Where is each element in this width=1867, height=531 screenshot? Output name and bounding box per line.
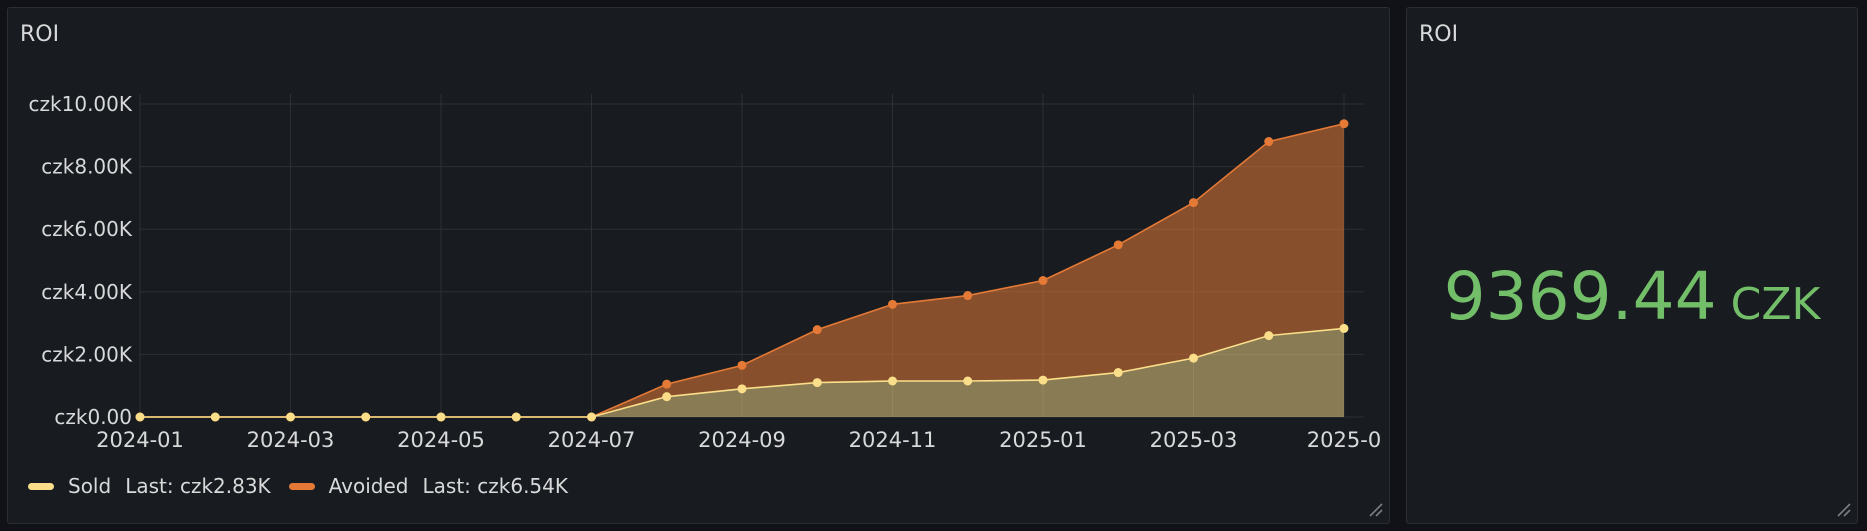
point-sold [737, 384, 747, 394]
x-tick-label: 2024-11 [849, 428, 937, 452]
area-avoided [140, 123, 1344, 418]
y-tick-label: czk0.00 [54, 405, 132, 429]
point-sold [587, 412, 596, 422]
point-sold [662, 392, 672, 402]
point-sold [963, 376, 973, 386]
point-avoided [737, 360, 747, 370]
roi-area-chart: czk0.00 czk2.00K czk4.00K czk6.00K czk8.00K c… [29, 92, 1382, 452]
stat-value: 9369.44 CZK [1407, 258, 1857, 335]
point-sold [210, 412, 220, 422]
point-avoided [1113, 240, 1123, 250]
x-tick-label: 2024-03 [247, 428, 335, 452]
point-sold [135, 412, 145, 422]
chart-legend: Sold Last: czk2.83K Avoided Last: czk6.5… [28, 474, 586, 498]
stat-panel-title[interactable]: ROI [1419, 22, 1459, 47]
roi-stat-panel: ROI 9369.44 CZK [1406, 7, 1858, 524]
x-tick-label: 2024-09 [698, 428, 786, 452]
x-tick-label: 2024-01 [96, 428, 184, 452]
chart-panel-title[interactable]: ROI [20, 22, 60, 47]
legend-swatch-sold [28, 482, 54, 490]
legend-name-sold: Sold [68, 474, 112, 498]
point-avoided [662, 379, 672, 389]
stat-unit: CZK [1730, 279, 1821, 330]
y-tick-label: czk10.00K [29, 92, 133, 116]
legend-last-avoided: Last: czk6.54K [422, 474, 568, 498]
point-avoided [1038, 276, 1048, 286]
y-tick-label: czk4.00K [41, 280, 133, 304]
roi-chart-panel: ROI czk0.00 czk2.00K czk4.00K czk6.00K czk8.… [7, 7, 1390, 524]
resize-handle-icon[interactable] [1833, 499, 1851, 517]
legend-last-sold: Last: czk2.83K [125, 474, 271, 498]
y-tick-label: czk8.00K [41, 155, 133, 179]
point-avoided [1339, 119, 1349, 129]
legend-name-avoided: Avoided [328, 474, 409, 498]
x-tick-label: 2025-01 [999, 428, 1087, 452]
x-tick-label: 2025-03 [1150, 428, 1238, 452]
point-sold [436, 412, 446, 422]
point-sold [361, 412, 371, 422]
point-sold [1038, 375, 1048, 385]
point-sold [286, 412, 295, 422]
y-tick-label: czk2.00K [41, 342, 133, 366]
point-avoided [1189, 198, 1198, 208]
legend-item-avoided[interactable]: Avoided Last: czk6.54K [288, 474, 568, 498]
legend-item-sold[interactable]: Sold Last: czk2.83K [28, 474, 271, 498]
stat-number: 9369.44 [1443, 258, 1717, 335]
point-avoided [812, 325, 822, 335]
y-tick-label: czk6.00K [41, 217, 133, 241]
resize-handle-icon[interactable] [1365, 499, 1383, 517]
point-sold [1339, 323, 1349, 333]
x-tick-label: 2024-07 [548, 428, 636, 452]
area-sold [140, 328, 1344, 417]
point-avoided [1264, 137, 1274, 147]
point-sold [1264, 331, 1274, 341]
legend-swatch-avoided [288, 482, 315, 490]
x-tick-label: 2025-0 [1307, 428, 1381, 452]
point-sold [1113, 368, 1123, 378]
point-sold [888, 376, 897, 386]
point-sold [511, 412, 521, 422]
point-sold [812, 378, 822, 388]
point-sold [1189, 353, 1198, 363]
x-tick-label: 2024-05 [397, 428, 485, 452]
point-avoided [963, 291, 973, 301]
point-avoided [888, 299, 897, 309]
